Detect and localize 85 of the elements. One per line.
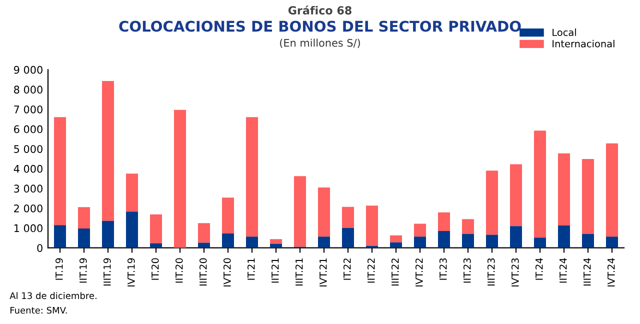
x-tick-label: IIT.23 xyxy=(463,258,471,283)
y-tick-label: 1 000 xyxy=(14,224,42,232)
bar xyxy=(342,206,354,228)
bar xyxy=(606,143,618,237)
x-tick-label: IVT.21 xyxy=(319,258,327,286)
x-tick-label: IIT.21 xyxy=(271,258,279,283)
bar xyxy=(390,242,402,248)
bar xyxy=(246,236,258,248)
bar xyxy=(510,226,522,248)
bar xyxy=(78,228,90,248)
y-axis-title: (En millones S/) xyxy=(280,38,360,48)
x-tick-label: IVT.22 xyxy=(415,258,423,286)
legend-label: Internacional xyxy=(552,40,614,48)
bar xyxy=(486,234,498,248)
bar xyxy=(150,214,162,244)
y-tick-label: 4 000 xyxy=(14,164,42,173)
x-tick-label: IVT.20 xyxy=(223,258,231,286)
x-tick-label: IT.23 xyxy=(439,258,447,280)
y-tick-label: 8 000 xyxy=(14,86,42,94)
bar xyxy=(486,170,498,235)
x-tick-label: IIT.24 xyxy=(559,258,567,283)
bar xyxy=(222,198,234,234)
bar xyxy=(342,228,354,248)
x-tick-label: IVT.24 xyxy=(607,258,615,286)
bar xyxy=(246,117,258,237)
bar xyxy=(510,164,522,226)
bar xyxy=(438,212,450,232)
bar xyxy=(534,130,546,238)
bar xyxy=(582,234,594,248)
x-tick-label: IIIT.23 xyxy=(487,258,495,286)
x-tick-label: IT.21 xyxy=(247,258,255,280)
bar xyxy=(270,244,282,248)
bar xyxy=(54,117,66,226)
text: Al 13 de diciembre. xyxy=(10,292,96,300)
x-tick-label: IIT.22 xyxy=(367,258,375,283)
bar xyxy=(126,174,138,212)
source-note: Fuente: SMV. xyxy=(10,306,67,314)
legend-label: Local xyxy=(552,28,576,36)
y-tick-label: 5 000 xyxy=(14,145,42,153)
bar xyxy=(438,231,450,248)
bar xyxy=(126,212,138,248)
bar xyxy=(102,220,114,248)
bar xyxy=(462,219,474,234)
x-tick-label: IIIT.20 xyxy=(199,258,207,286)
bar xyxy=(534,238,546,248)
bar xyxy=(78,207,90,228)
y-tick-label: 3 000 xyxy=(14,184,42,193)
bar xyxy=(198,242,210,248)
y-tick-label: 9 000 xyxy=(14,66,42,74)
bar xyxy=(606,236,618,248)
bar xyxy=(366,206,378,246)
x-tick-label: IIIT.19 xyxy=(103,258,111,286)
bar xyxy=(318,236,330,248)
bar xyxy=(390,235,402,242)
x-tick-label: IIIT.21 xyxy=(295,258,303,286)
bar xyxy=(270,239,282,244)
bar xyxy=(102,80,114,221)
chart-subtitle: COLOCACIONES DE BONOS DEL SECTOR PRIVADO xyxy=(119,20,521,32)
bar xyxy=(414,236,426,248)
y-tick-label: 7 000 xyxy=(14,105,42,114)
bar xyxy=(198,223,210,243)
bar xyxy=(294,176,306,247)
bar xyxy=(222,233,234,248)
chart-title: Gráfico 68 xyxy=(288,6,352,15)
y-tick-label: 6 000 xyxy=(14,125,42,134)
bar xyxy=(462,234,474,248)
x-tick-label: IT.19 xyxy=(55,258,63,280)
x-tick-label: IVT.19 xyxy=(127,258,135,286)
bar xyxy=(54,225,66,248)
bar xyxy=(414,224,426,237)
y-tick-label: 2 000 xyxy=(14,204,42,212)
x-tick-label: IVT.23 xyxy=(511,258,519,286)
x-tick-label: IT.22 xyxy=(343,258,351,280)
bar xyxy=(174,110,186,248)
x-tick-label: IIIT.22 xyxy=(391,258,399,286)
bar xyxy=(582,158,594,234)
x-tick-label: IIT.19 xyxy=(79,258,87,283)
bar xyxy=(558,153,570,226)
bar xyxy=(558,225,570,248)
bar xyxy=(318,187,330,237)
x-tick-label: IIT.20 xyxy=(175,258,183,283)
x-tick-label: IT.20 xyxy=(151,258,159,280)
x-tick-label: IIIT.24 xyxy=(583,258,591,286)
x-tick-label: IT.24 xyxy=(535,258,543,280)
y-tick-label: 0 xyxy=(37,244,42,252)
